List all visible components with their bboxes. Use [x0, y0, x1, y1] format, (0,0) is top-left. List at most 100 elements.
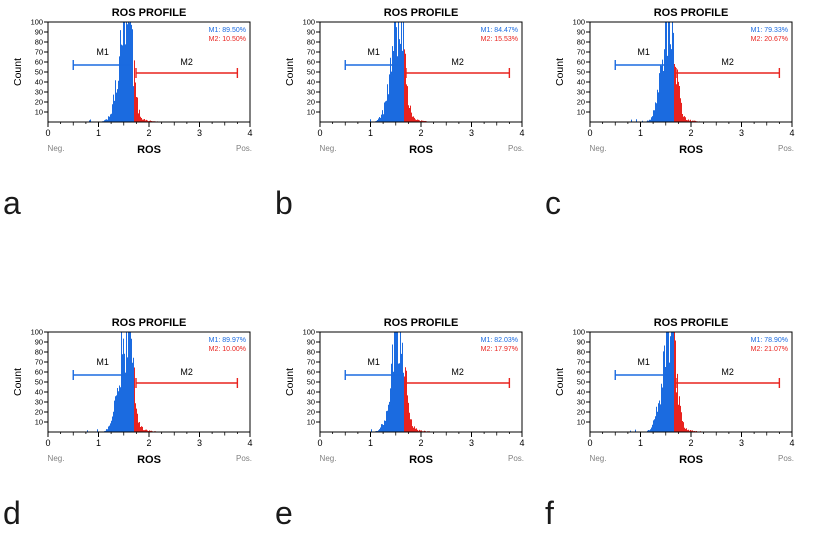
x-axis-title: ROS: [137, 454, 161, 466]
svg-text:4: 4: [247, 438, 252, 448]
pos-label: Pos.: [236, 454, 252, 463]
m2-percent-label: M2: 20.67%: [751, 36, 788, 43]
m1-gate-marker: [344, 370, 403, 380]
svg-text:50: 50: [307, 378, 315, 387]
svg-text:60: 60: [307, 58, 315, 67]
m2-gate-label: M2: [451, 367, 464, 377]
svg-text:50: 50: [35, 68, 43, 77]
m2-gate-label: M2: [721, 367, 734, 377]
y-axis-title: Count: [12, 368, 24, 396]
svg-text:30: 30: [35, 88, 43, 97]
m1-gate-label: M1: [96, 47, 109, 57]
y-axis-title: Count: [554, 58, 566, 86]
svg-text:1: 1: [96, 128, 101, 138]
svg-text:90: 90: [307, 338, 315, 347]
panel-label: e: [275, 495, 293, 531]
svg-text:40: 40: [307, 78, 315, 87]
svg-text:80: 80: [577, 38, 585, 47]
neg-label: Neg.: [320, 144, 337, 153]
svg-text:70: 70: [35, 358, 43, 367]
svg-text:90: 90: [307, 28, 315, 37]
svg-text:3: 3: [739, 438, 744, 448]
svg-text:0: 0: [587, 438, 592, 448]
svg-text:1: 1: [368, 128, 373, 138]
x-axis: 0 1 2 3 4: [317, 122, 525, 138]
m1-gate-label: M1: [367, 47, 380, 57]
svg-text:70: 70: [307, 358, 315, 367]
svg-text:100: 100: [31, 328, 43, 337]
svg-text:0: 0: [45, 438, 50, 448]
x-axis: 0 1 2 3 4: [587, 432, 795, 448]
histogram-m1-area: [320, 22, 404, 122]
m2-gate-marker: [405, 68, 511, 78]
svg-text:10: 10: [35, 108, 43, 117]
panel-f: ROS PROFILE Count 10 20 30 40 50 60 70 80 90 100 0 1 2…: [545, 314, 812, 537]
panel-label: b: [275, 185, 293, 221]
neg-label: Neg.: [590, 454, 607, 463]
y-axis-title: Count: [284, 58, 296, 86]
svg-text:20: 20: [35, 98, 43, 107]
x-axis-title: ROS: [679, 144, 703, 156]
svg-text:4: 4: [789, 128, 794, 138]
svg-text:80: 80: [35, 38, 43, 47]
chart-title: ROS PROFILE: [654, 7, 729, 19]
x-axis-title: ROS: [137, 144, 161, 156]
svg-text:20: 20: [577, 408, 585, 417]
m1-gate-label: M1: [96, 357, 109, 367]
svg-text:70: 70: [307, 48, 315, 57]
chart-title: ROS PROFILE: [654, 317, 729, 329]
m2-percent-label: M2: 17.97%: [481, 346, 518, 353]
m2-gate-marker: [135, 68, 239, 78]
svg-text:0: 0: [317, 128, 322, 138]
svg-text:4: 4: [247, 128, 252, 138]
y-axis-title: Count: [12, 58, 24, 86]
svg-text:60: 60: [35, 368, 43, 377]
svg-text:80: 80: [35, 348, 43, 357]
m2-gate-marker: [675, 378, 781, 388]
m1-gate-marker: [344, 60, 403, 70]
svg-text:50: 50: [35, 378, 43, 387]
chart-title: ROS PROFILE: [384, 7, 459, 19]
svg-text:50: 50: [577, 378, 585, 387]
svg-text:20: 20: [307, 408, 315, 417]
svg-text:2: 2: [418, 128, 423, 138]
y-axis-title: Count: [284, 368, 296, 396]
svg-text:3: 3: [469, 128, 474, 138]
neg-label: Neg.: [320, 454, 337, 463]
svg-text:90: 90: [35, 28, 43, 37]
x-axis-title: ROS: [409, 144, 433, 156]
svg-text:10: 10: [307, 108, 315, 117]
svg-text:60: 60: [307, 368, 315, 377]
svg-text:80: 80: [307, 38, 315, 47]
svg-text:3: 3: [739, 128, 744, 138]
chart-title: ROS PROFILE: [112, 7, 187, 19]
svg-text:70: 70: [35, 48, 43, 57]
pos-label: Pos.: [236, 144, 252, 153]
svg-text:0: 0: [45, 128, 50, 138]
neg-label: Neg.: [48, 144, 65, 153]
svg-text:70: 70: [577, 48, 585, 57]
histogram-m1-area: [590, 332, 674, 432]
svg-text:2: 2: [688, 438, 693, 448]
svg-text:2: 2: [146, 128, 151, 138]
histogram-m1-area: [590, 22, 674, 122]
m1-percent-label: M1: 89.97%: [209, 337, 246, 344]
panel-a: ROS PROFILE Count 10 20 30 40 50 60 70 80 90 100 0 1 2…: [3, 4, 270, 244]
svg-text:3: 3: [469, 438, 474, 448]
panel-c: ROS PROFILE Count 10 20 30 40 50 60 70 80 90 100 0 1 2…: [545, 4, 812, 244]
panel-label: f: [545, 495, 554, 531]
x-axis: 0 1 2 3 4: [587, 122, 795, 138]
m1-gate-marker: [72, 370, 133, 380]
svg-text:2: 2: [418, 438, 423, 448]
svg-text:20: 20: [35, 408, 43, 417]
svg-text:100: 100: [31, 18, 43, 27]
panel-label: c: [545, 185, 561, 221]
svg-text:100: 100: [573, 328, 585, 337]
svg-text:60: 60: [577, 58, 585, 67]
chart-title: ROS PROFILE: [384, 317, 459, 329]
